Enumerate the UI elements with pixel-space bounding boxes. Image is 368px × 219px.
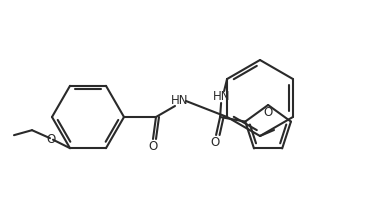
- Text: HN: HN: [213, 90, 231, 104]
- Text: O: O: [263, 106, 273, 118]
- Text: O: O: [148, 140, 158, 152]
- Text: HN: HN: [171, 95, 189, 108]
- Text: O: O: [210, 136, 220, 148]
- Text: O: O: [46, 133, 56, 146]
